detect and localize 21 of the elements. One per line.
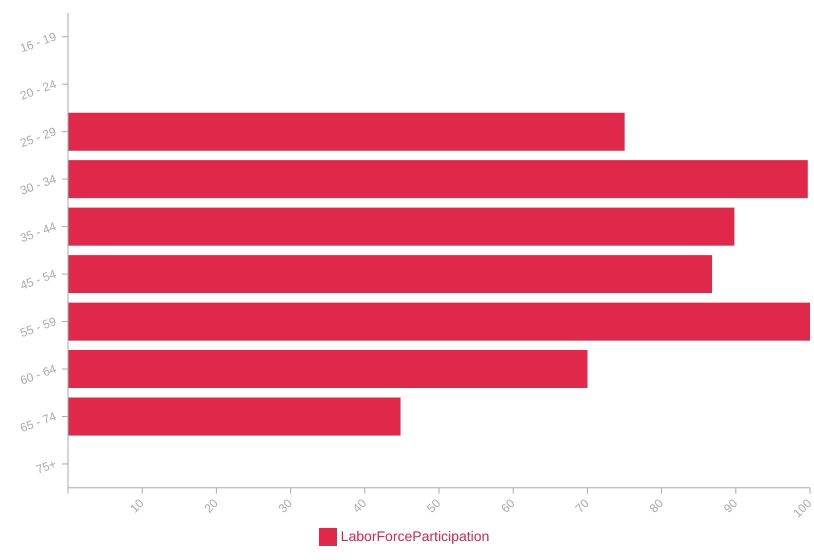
x-tick-label: 100 (790, 496, 814, 520)
x-tick-label: 50 (424, 496, 444, 516)
x-tick-label: 20 (201, 496, 221, 516)
x-tick-label: 40 (350, 496, 370, 516)
y-tick-label: 30 - 34 (18, 172, 58, 198)
y-tick-label: 55 - 59 (18, 314, 58, 340)
y-tick-label: 20 - 24 (18, 76, 58, 103)
x-tick-label: 10 (127, 496, 147, 516)
x-tick-label: 30 (276, 496, 296, 516)
y-tick-label: 75+ (34, 456, 58, 477)
y-tick-label: 60 - 64 (18, 362, 58, 388)
y-tick-label: 45 - 54 (18, 266, 58, 293)
y-tick-label: 65 - 74 (18, 409, 58, 436)
x-tick-label: 80 (646, 496, 666, 516)
y-tick-label: 25 - 29 (18, 124, 58, 150)
x-tick-label: 90 (720, 496, 740, 516)
legend-label: LaborForceParticipation (340, 528, 490, 544)
x-tick-label: 70 (572, 496, 592, 516)
y-tick-label: 35 - 44 (18, 219, 58, 246)
y-tick-label: 16 - 19 (18, 29, 58, 56)
x-tick-label: 60 (498, 496, 518, 516)
